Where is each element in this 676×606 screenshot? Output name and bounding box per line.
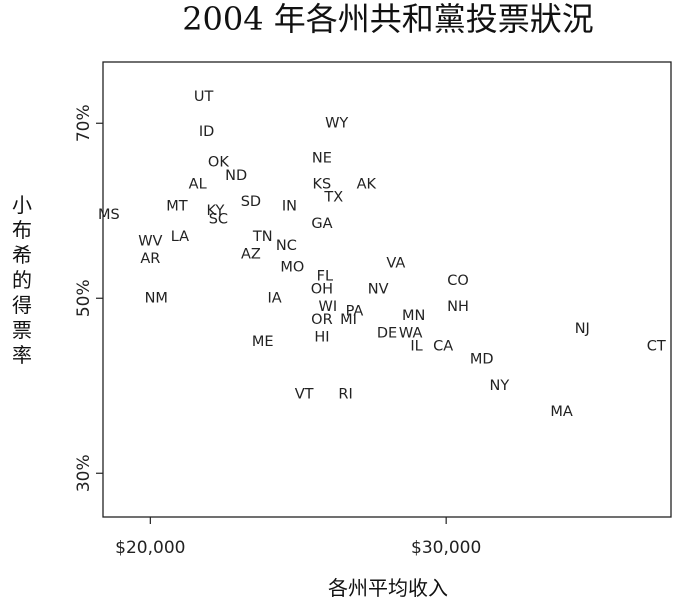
state-point-oh: OH: [311, 282, 333, 298]
state-point-nv: NV: [368, 282, 389, 298]
state-point-ut: UT: [194, 89, 214, 105]
state-point-ks: KS: [313, 177, 332, 193]
state-point-mo: MO: [280, 260, 304, 276]
state-point-de: DE: [377, 325, 397, 341]
state-point-or: OR: [311, 312, 333, 328]
state-point-mt: MT: [166, 198, 188, 214]
state-point-sc: SC: [209, 212, 228, 228]
state-point-nj: NJ: [575, 321, 590, 337]
state-point-md: MD: [470, 352, 494, 368]
state-point-co: CO: [447, 273, 469, 289]
state-point-me: ME: [252, 334, 274, 350]
state-point-nc: NC: [276, 238, 297, 254]
state-point-wa: WA: [399, 325, 423, 341]
state-point-ne: NE: [312, 150, 332, 166]
state-point-il: IL: [410, 338, 422, 354]
state-point-ca: CA: [433, 338, 453, 354]
state-point-ar: AR: [140, 251, 160, 267]
state-point-nm: NM: [145, 290, 168, 306]
state-point-sd: SD: [241, 194, 261, 210]
state-point-wy: WY: [325, 115, 348, 131]
state-point-va: VA: [386, 255, 405, 271]
x-axis-label: 各州平均收入: [328, 576, 448, 600]
state-point-ri: RI: [338, 387, 352, 403]
state-point-ny: NY: [490, 378, 510, 394]
axis-ticks: $20,000 $30,000 30% 50% 70%: [74, 104, 481, 558]
state-point-az: AZ: [241, 247, 261, 263]
state-point-mi: MI: [340, 312, 357, 328]
state-point-ky: KY: [206, 203, 224, 219]
chart-title: 2004 年各州共和黨投票狀況: [182, 0, 594, 38]
y-axis-label: 小布希的得票率: [12, 193, 32, 367]
y-tick-label: 70%: [74, 104, 94, 142]
state-point-id: ID: [199, 124, 214, 140]
state-point-nh: NH: [447, 299, 469, 315]
state-point-ak: AK: [357, 177, 377, 193]
y-tick-label: 30%: [74, 454, 94, 492]
state-point-wi: WI: [319, 299, 338, 315]
state-point-hi: HI: [314, 330, 329, 346]
state-point-la: LA: [171, 229, 189, 245]
state-point-tn: TN: [252, 229, 273, 245]
state-point-ma: MA: [550, 404, 573, 420]
state-point-ia: IA: [267, 290, 281, 306]
state-point-in: IN: [282, 198, 297, 214]
state-point-ct: CT: [647, 338, 666, 354]
x-tick-label: $30,000: [411, 538, 481, 558]
state-point-mn: MN: [402, 308, 425, 324]
state-point-pa: PA: [346, 303, 364, 319]
state-point-al: AL: [189, 177, 207, 193]
state-point-wv: WV: [138, 233, 162, 249]
state-point-ok: OK: [208, 155, 229, 171]
state-point-ms: MS: [98, 207, 120, 223]
state-point-tx: TX: [323, 190, 343, 206]
plot-frame: [102, 61, 672, 518]
state-point-vt: VT: [295, 387, 314, 403]
x-tick-label: $20,000: [115, 538, 185, 558]
state-point-ga: GA: [311, 216, 332, 232]
state-point-nd: ND: [225, 168, 247, 184]
y-tick-label: 50%: [74, 279, 94, 317]
state-point-fl: FL: [317, 268, 333, 284]
